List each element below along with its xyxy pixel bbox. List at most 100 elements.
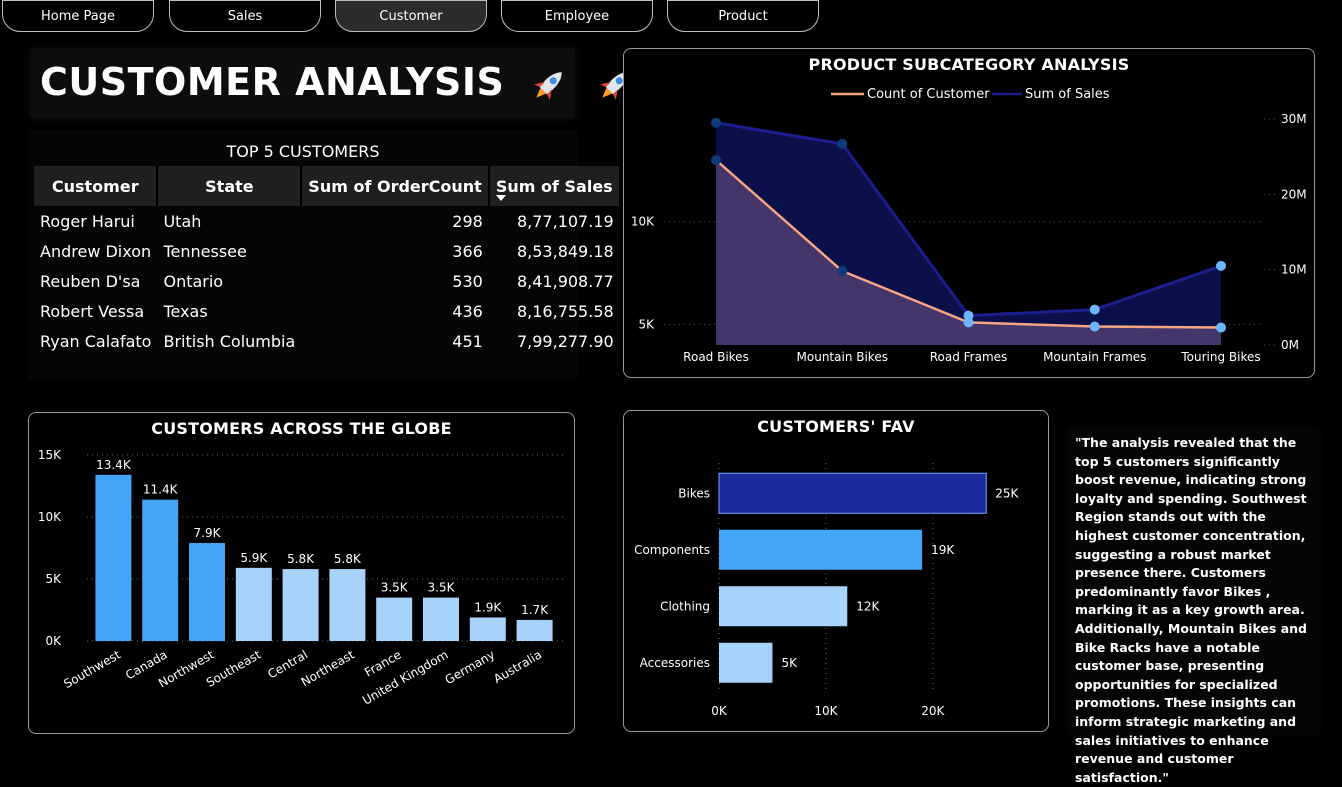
nav-home-page[interactable]: Home Page — [2, 0, 154, 32]
bar[interactable] — [719, 529, 923, 570]
data-label: 7.9K — [194, 526, 222, 540]
bar[interactable] — [235, 567, 272, 641]
sales-point[interactable] — [711, 117, 721, 128]
globe-chart: 0K5K10K15K13.4KSouthwest11.4KCanada7.9KN… — [38, 448, 565, 708]
cell-customer: Andrew Dixon — [40, 241, 152, 261]
bar[interactable] — [516, 619, 553, 641]
column-header-sales-label: Sum of Sales — [495, 176, 613, 196]
data-label: 11.4K — [143, 483, 179, 497]
bar[interactable] — [142, 499, 179, 641]
y-axis-tick: 15K — [38, 448, 62, 462]
bar[interactable] — [95, 474, 132, 641]
count-point[interactable] — [711, 155, 721, 166]
table-header-row: Customer State Sum of OrderCount Sum of … — [34, 166, 621, 206]
y-axis-tick: Accessories — [640, 656, 710, 670]
data-label: 25K — [995, 486, 1019, 500]
right-axis-tick: 30M — [1281, 112, 1307, 126]
bar[interactable] — [376, 597, 413, 641]
cell-ordercount: 530 — [452, 271, 483, 291]
data-label: 12K — [856, 599, 880, 613]
sales-point[interactable] — [1216, 260, 1226, 271]
count-point[interactable] — [963, 317, 974, 328]
data-label: 5K — [781, 656, 798, 670]
count-point[interactable] — [1216, 322, 1226, 333]
bar[interactable] — [718, 472, 987, 514]
nav-sales[interactable]: Sales — [169, 0, 321, 32]
y-axis-tick: Clothing — [660, 599, 710, 613]
y-axis-tick: Bikes — [678, 486, 710, 500]
rocket-icon — [534, 71, 562, 100]
insight-text: "The analysis revealed that the top 5 cu… — [1075, 435, 1307, 785]
cell-ordercount: 366 — [452, 241, 483, 261]
cell-customer: Robert Vessa — [40, 301, 145, 321]
bar[interactable] — [282, 569, 319, 641]
cell-sales: 8,53,849.18 — [516, 241, 614, 261]
cell-state: Tennessee — [163, 241, 247, 261]
x-axis-tick: Touring Bikes — [1180, 350, 1260, 364]
x-axis-tick: 10K — [814, 704, 838, 718]
bar[interactable] — [329, 569, 366, 641]
data-label: 3.5K — [381, 581, 409, 595]
cell-sales: 7,99,277.90 — [516, 331, 614, 351]
bar[interactable] — [719, 586, 848, 627]
cell-sales: 8,16,755.58 — [516, 301, 614, 321]
table-row[interactable]: Robert Vessa Texas 436 8,16,755.58 — [34, 296, 620, 326]
subcategory-chart-title: PRODUCT SUBCATEGORY ANALYSIS — [808, 55, 1130, 74]
fav-chart-panel: CUSTOMERS' FAV 0K 10K 20K 25K Bikes 19K Compon… — [623, 410, 1049, 732]
x-axis-tick: Mountain Bikes — [797, 350, 888, 364]
legend: Count of Customer Sum of Sales — [831, 87, 1110, 102]
globe-chart-panel: CUSTOMERS ACROSS THE GLOBE 0K 5K 10K 15K 13.… — [28, 412, 575, 734]
table-row[interactable]: Reuben D'sa Ontario 530 8,41,908.77 — [34, 266, 620, 296]
cell-customer: Roger Harui — [40, 211, 135, 231]
x-axis-tick: Road Bikes — [683, 350, 749, 364]
fav-chart: 0K 10K 20K 25K Bikes 19K Components 12K Clothing… — [634, 463, 1020, 718]
bar[interactable] — [189, 543, 225, 641]
fav-chart-title: CUSTOMERS' FAV — [757, 417, 915, 436]
cell-sales: 8,41,908.77 — [516, 271, 614, 291]
top5-customers-table: TOP 5 CUSTOMERS Customer State Sum of Or… — [28, 130, 621, 380]
nav-customer[interactable]: Customer — [335, 0, 487, 32]
right-axis-tick: 10M — [1281, 263, 1307, 277]
y-axis-tick: 5K — [45, 572, 62, 586]
x-axis-tick: United Kingdom — [360, 647, 450, 707]
cell-state: Ontario — [163, 271, 224, 291]
subcategory-chart: Count of Customer Sum of Sales 5K 10K 0M 10… — [631, 87, 1307, 364]
column-header-state[interactable]: State — [157, 166, 303, 206]
left-axis-tick: 5K — [638, 317, 655, 331]
column-header-customer[interactable]: Customer — [34, 166, 159, 206]
data-label: 5.8K — [334, 552, 362, 566]
insight-text-box: "The analysis revealed that the top 5 cu… — [1068, 428, 1318, 785]
table-row[interactable]: Roger Harui Utah 298 8,77,107.19 — [34, 206, 620, 236]
data-label: 13.4K — [96, 458, 132, 472]
x-axis-tick: Northeast — [299, 647, 358, 689]
top5-table: Customer State Sum of OrderCount Sum of … — [34, 166, 621, 356]
left-axis-tick: 10K — [631, 215, 655, 229]
column-header-ordercount[interactable]: Sum of OrderCount — [301, 166, 490, 206]
right-axis-tick: 20M — [1281, 187, 1307, 201]
bar[interactable] — [469, 617, 506, 641]
bar[interactable] — [719, 642, 773, 683]
y-axis-tick: 0K — [45, 634, 62, 648]
right-axis-tick: 0M — [1281, 338, 1299, 352]
sort-descending-icon[interactable] — [495, 195, 506, 202]
column-header-sales[interactable]: Sum of Sales — [488, 166, 621, 206]
count-point[interactable] — [1089, 321, 1100, 332]
top5-title: TOP 5 CUSTOMERS — [226, 142, 380, 161]
x-axis-tick: Road Frames — [930, 350, 1008, 364]
nav-employee[interactable]: Employee — [501, 0, 653, 32]
cell-ordercount: 451 — [452, 331, 483, 351]
count-point[interactable] — [837, 266, 848, 277]
table-row[interactable]: Andrew Dixon Tennessee 366 8,53,849.18 — [34, 236, 620, 266]
nav-product[interactable]: Product — [667, 0, 819, 32]
data-label: 5.8K — [287, 552, 315, 566]
sales-point[interactable] — [837, 138, 848, 149]
x-axis-tick: 0K — [711, 704, 728, 718]
data-label: 1.9K — [474, 600, 502, 614]
table-row[interactable]: Ryan Calafato British Columbia 451 7,99,277… — [34, 326, 620, 356]
y-axis-tick: 10K — [38, 510, 62, 524]
x-axis-tick: Australia — [491, 647, 544, 686]
cell-ordercount: 298 — [452, 211, 483, 231]
sales-point[interactable] — [1089, 304, 1100, 315]
rocket-icon — [600, 71, 628, 100]
bar[interactable] — [423, 597, 459, 641]
